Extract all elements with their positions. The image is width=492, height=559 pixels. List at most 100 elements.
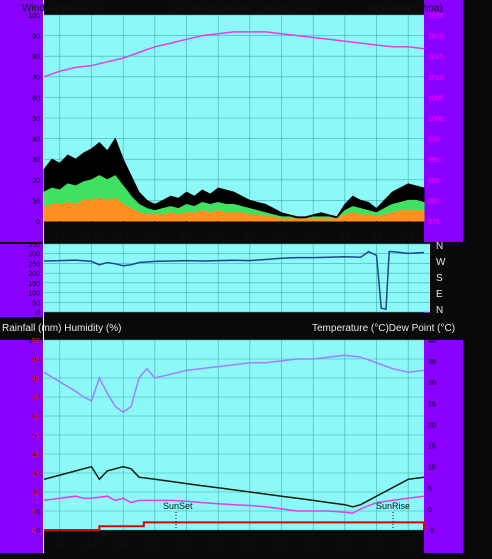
y-tick-label: 60 xyxy=(32,414,40,421)
y-tick-label: 70 xyxy=(32,395,40,402)
x-tick-label: 15 xyxy=(118,231,130,242)
y-tick-label: 70 xyxy=(32,75,40,82)
y-tick-label: 80 xyxy=(32,54,40,61)
y2-tick-label: 995 xyxy=(428,137,440,144)
separator-1 xyxy=(0,242,492,244)
direction-grid xyxy=(44,243,430,313)
y-tick-label: 300 xyxy=(28,252,40,259)
line-series xyxy=(43,31,425,78)
rain-tick-label: 25 xyxy=(32,433,40,440)
wind-series xyxy=(43,31,425,222)
rain-tick-label: 30 xyxy=(32,414,40,421)
rain-tick-label: 50 xyxy=(32,338,40,345)
x-tick-label: 05 xyxy=(339,538,351,549)
rain-tick-label: 40 xyxy=(32,376,40,383)
y2-tick-label: 10 xyxy=(428,465,436,472)
y-tick-label: 100 xyxy=(28,13,40,20)
x-tick-label: 17 xyxy=(149,538,161,549)
x-tick-label: 03 xyxy=(308,231,320,242)
y2-tick-label: 30 xyxy=(428,380,436,387)
rain-tick-label: 20 xyxy=(32,452,40,459)
right-axis-panel-bottom xyxy=(424,340,463,553)
wind-axes: 0102030405060708090100975980985990995100… xyxy=(28,13,443,242)
compass-letter-n: N xyxy=(436,305,443,316)
direction-series xyxy=(43,250,425,311)
y-tick-label: 60 xyxy=(32,95,40,102)
rainfall-series xyxy=(44,521,425,531)
rain-tick-label: 0 xyxy=(32,528,36,535)
y-tick-label: 100 xyxy=(28,338,40,345)
x-tick-label: 17 xyxy=(149,231,161,242)
x-tick-label: 07 xyxy=(371,538,383,549)
wind-band-series xyxy=(43,197,425,222)
y-tick-label: 40 xyxy=(32,137,40,144)
x-tick-label: 07 xyxy=(371,231,383,242)
compass-letter-e: E xyxy=(436,289,443,300)
y2-tick-label: 985 xyxy=(428,178,440,185)
y2-tick-label: 975 xyxy=(428,219,440,226)
y-tick-label: 10 xyxy=(32,509,40,516)
x-tick-label: 11 xyxy=(55,538,66,549)
rain-tick-label: 15 xyxy=(32,471,40,478)
y-tick-label: 250 xyxy=(28,261,40,268)
temp-axes: 0102030405060708090100-50510152025303540… xyxy=(28,338,436,549)
x-tick-label: 03 xyxy=(308,538,320,549)
y-tick-label: 50 xyxy=(32,116,40,123)
y-tick-label: 200 xyxy=(28,271,40,278)
y2-tick-label: -5 xyxy=(428,528,434,535)
y-tick-label: 0 xyxy=(36,219,40,226)
x-tick-label: 23 xyxy=(244,538,256,549)
x-tick-label: 21 xyxy=(213,231,225,242)
y-tick-label: 0 xyxy=(36,310,40,317)
y-tick-label: 150 xyxy=(28,281,40,288)
direction-plot-area xyxy=(44,244,430,312)
x-tick-label: 21 xyxy=(213,538,225,549)
y-tick-label: 40 xyxy=(32,452,40,459)
y2-tick-label: 980 xyxy=(428,198,440,205)
y-tick-label: 20 xyxy=(32,490,40,497)
right-axis-panel-top xyxy=(424,0,463,242)
x-tick-label: 05 xyxy=(339,231,351,242)
x-tick-label: 01 xyxy=(276,538,288,549)
rain-humidity-label: Rainfall (mm) Humidity (%) xyxy=(2,323,121,334)
x-tick-label: 19 xyxy=(181,231,193,242)
x-tick-label: 15 xyxy=(118,538,130,549)
compass-letter-s: S xyxy=(436,273,443,284)
line-series xyxy=(43,465,425,508)
y-tick-label: 100 xyxy=(28,291,40,298)
line-series xyxy=(43,250,425,311)
x-tick-label: 13 xyxy=(86,231,98,242)
x-tick-label: 11 xyxy=(55,231,66,242)
header-barometer-label: Barometer (hpa) xyxy=(370,3,443,14)
y2-tick-label: 25 xyxy=(428,401,436,408)
y-tick-label: 30 xyxy=(32,157,40,164)
y2-tick-label: 20 xyxy=(428,422,436,429)
temp-series xyxy=(43,354,425,531)
sunset-label: SunSet xyxy=(163,501,193,511)
line-series xyxy=(43,354,425,414)
y-tick-label: 50 xyxy=(32,433,40,440)
left-axis-panel xyxy=(0,0,44,553)
y2-tick-label: 15 xyxy=(428,444,436,451)
y-tick-label: 50 xyxy=(32,300,40,307)
temp-dewpoint-label: Temperature (°C)Dew Point (°C) xyxy=(312,323,455,334)
y2-tick-label: 35 xyxy=(428,359,436,366)
y2-tick-label: 1000 xyxy=(428,116,444,123)
line-series xyxy=(43,495,425,514)
y-tick-label: 80 xyxy=(32,376,40,383)
y2-tick-label: 990 xyxy=(428,157,440,164)
y2-tick-label: 1005 xyxy=(428,95,444,102)
x-tick-label: 01 xyxy=(276,231,288,242)
separator-2 xyxy=(0,317,44,340)
x-tick-label: 09 xyxy=(403,231,415,242)
y-tick-label: 20 xyxy=(32,178,40,185)
compass-letter-n: N xyxy=(436,241,443,252)
header-windspeed-label: Windspeed (kph) xyxy=(22,3,98,14)
y2-tick-label: 1020 xyxy=(428,34,444,41)
x-tick-label: 09 xyxy=(403,538,415,549)
y-tick-label: 30 xyxy=(32,471,40,478)
y2-tick-label: 1010 xyxy=(428,75,444,82)
direction-axes: 0 50 100 150 200 250 300 350 xyxy=(28,242,40,317)
